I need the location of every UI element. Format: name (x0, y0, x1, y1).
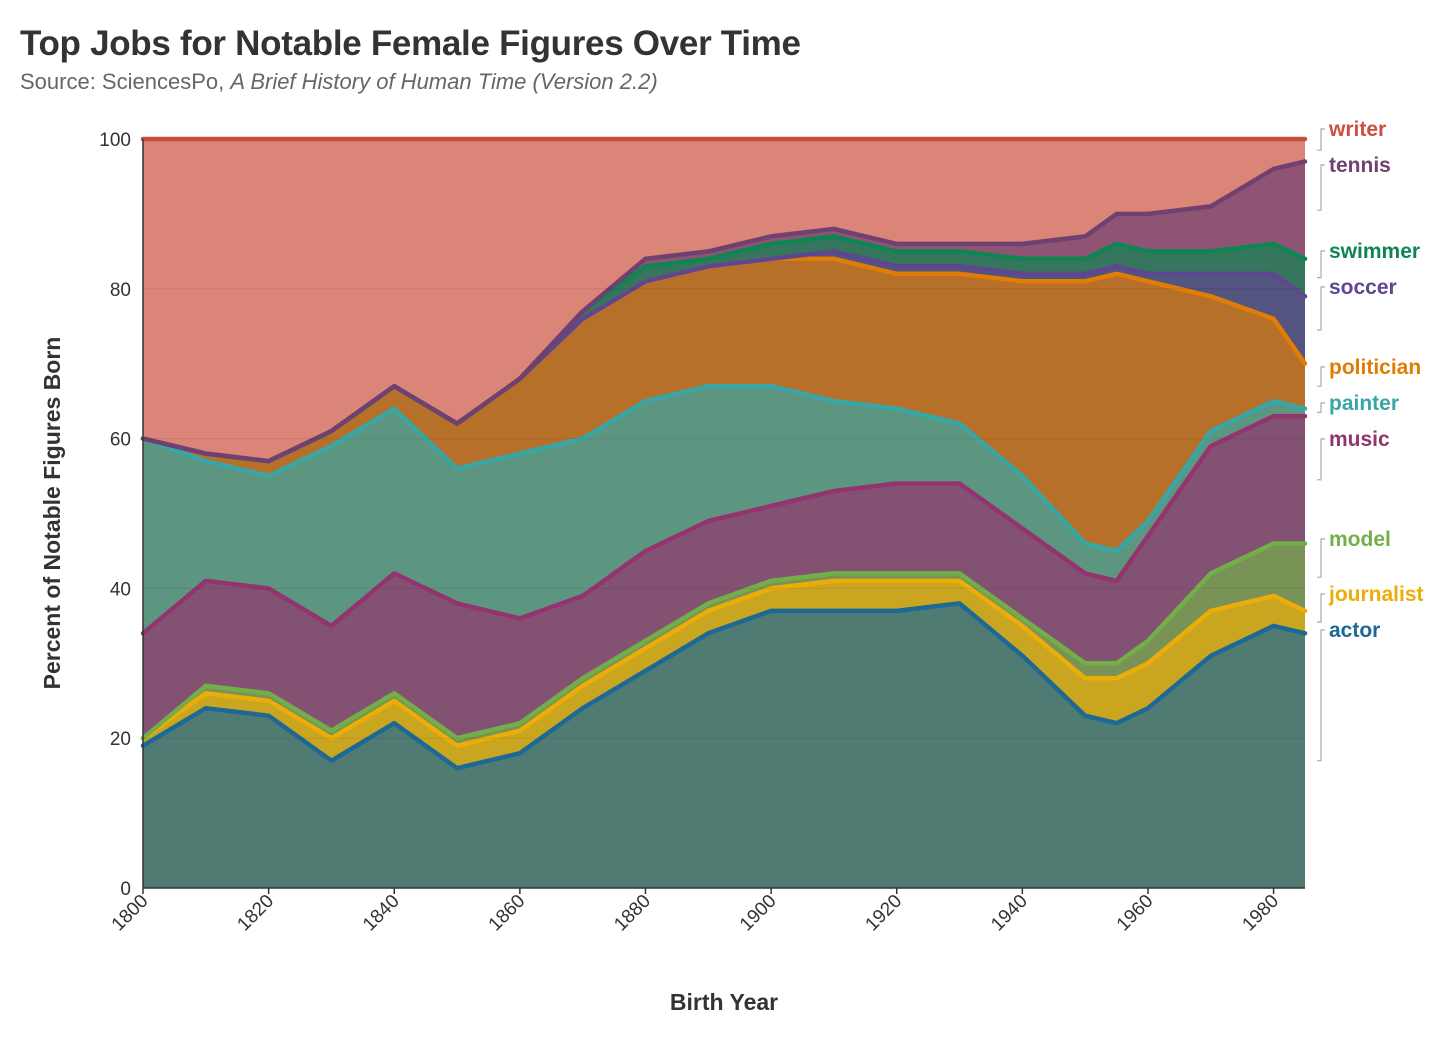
legend-connector-painter (1317, 402, 1325, 413)
line-journalist (140, 578, 1308, 748)
x-tick-label: 1800 (108, 891, 153, 936)
y-tick-label: 40 (110, 579, 131, 600)
line-model (140, 541, 1308, 741)
subtitle-source-title: A Brief History of Human Time (Version 2… (230, 69, 658, 94)
lines-layer (140, 136, 1308, 771)
legend-label-journalist: journalist (1328, 583, 1424, 606)
x-axis-title: Birth Year (670, 989, 778, 1015)
legend-label-tennis: tennis (1329, 154, 1391, 177)
x-tick-label: 1820 (233, 891, 278, 936)
legend-connector-journalist (1317, 593, 1325, 623)
y-tick-label: 0 (120, 879, 131, 900)
legend-connector-writer (1317, 128, 1325, 151)
chart-title: Top Jobs for Notable Female Figures Over… (20, 24, 801, 63)
legend-label-actor: actor (1329, 619, 1380, 642)
area-actor (143, 603, 1305, 888)
y-tick-label: 20 (110, 729, 131, 750)
chart-subtitle: Source: SciencesPo, A Brief History of H… (20, 69, 658, 95)
x-tick-label: 1980 (1238, 891, 1283, 936)
legend-layer: actor journalist model music painter politici… (1317, 118, 1424, 762)
line-tennis (140, 159, 1308, 464)
line-actor (140, 601, 1308, 771)
y-tick-label: 100 (99, 130, 131, 151)
legend-label-music: music (1329, 428, 1390, 451)
legend-label-politician: politician (1329, 356, 1421, 379)
line-music (140, 413, 1308, 636)
x-tick-label: 1860 (485, 891, 530, 936)
legend-label-soccer: soccer (1329, 276, 1397, 299)
legend-connector-music (1317, 438, 1325, 481)
legend-connector-swimmer (1317, 250, 1325, 279)
line-painter (140, 383, 1308, 554)
x-tick-label: 1960 (1113, 891, 1158, 936)
y-axis-title: Percent of Notable Figures Born (39, 337, 65, 690)
x-tick-label: 1940 (987, 891, 1032, 936)
x-tick-label: 1920 (862, 891, 907, 936)
legend-connector-soccer (1317, 286, 1325, 331)
x-tick-label: 1840 (359, 891, 404, 936)
legend-connector-model (1317, 538, 1325, 578)
subtitle-source: Source: SciencesPo, (20, 69, 231, 94)
legend-label-model: model (1329, 528, 1391, 551)
x-tick-label: 1900 (736, 891, 781, 936)
legend-connector-actor (1317, 629, 1325, 762)
y-tick-label: 80 (110, 280, 131, 301)
legend-label-painter: painter (1329, 392, 1399, 415)
legend-label-swimmer: swimmer (1329, 240, 1420, 263)
legend-connector-tennis (1317, 164, 1325, 211)
grid-layer (143, 138, 1305, 889)
areas-layer (143, 139, 1305, 888)
legend-label-writer: writer (1328, 118, 1386, 141)
legend-connector-politician (1317, 366, 1325, 387)
y-tick-label: 60 (110, 430, 131, 451)
x-tick-label: 1880 (610, 891, 655, 936)
